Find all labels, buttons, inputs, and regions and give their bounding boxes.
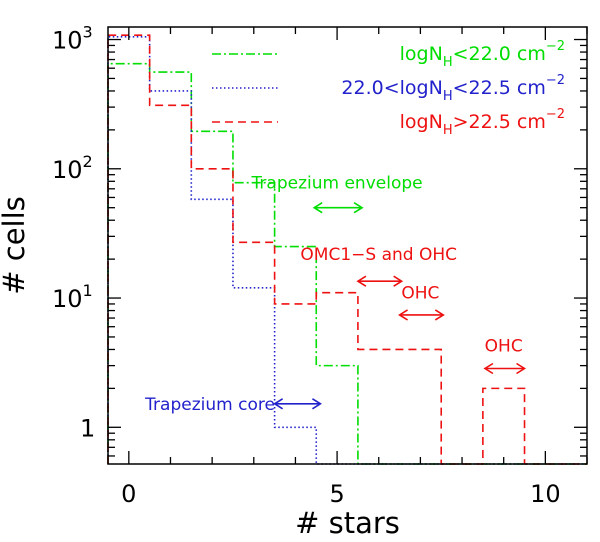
legend: logNH<22.0 cm−222.0<logNH<22.5 cm−2logNH… (212, 39, 565, 138)
arrowhead-left (356, 275, 367, 287)
y-tick-base: 10 (52, 285, 83, 313)
y-tick-label: 102 (52, 152, 93, 184)
annotation-label: Trapezium envelope (251, 174, 423, 194)
axis-ticks (108, 27, 588, 464)
arrowhead-right (393, 275, 404, 287)
y-axis-label: # cells (0, 196, 31, 295)
x-tick-labels: 0 5 10 (121, 480, 560, 508)
arrowhead-left (398, 309, 408, 321)
arrowhead-right (516, 362, 527, 375)
arrowhead-right (434, 309, 445, 321)
x-axis-label: # stars (295, 506, 400, 540)
series-layer (107, 34, 587, 465)
x-tick-label: 5 (329, 480, 344, 508)
annotation-label: OHC (485, 336, 523, 356)
annotations: Trapezium envelope OMC1−S and OHC OHC OHC Tr… (144, 174, 527, 415)
arrowhead-right (312, 398, 322, 410)
y-tick-label: 1 (80, 414, 95, 442)
y-tick-exp: 3 (83, 23, 93, 42)
arrowhead-left (312, 202, 323, 214)
arrowhead-left (273, 398, 284, 410)
annotation-3: OHC (483, 336, 527, 375)
series-line-2 (107, 34, 587, 465)
annotation-2: OHC (398, 284, 445, 321)
y-tick-label: 101 (52, 281, 93, 313)
legend-label-0: logNH<22.0 cm−2 (400, 39, 565, 70)
annotation-1: OMC1−S and OHC (300, 245, 457, 287)
x-tick-label: 10 (530, 480, 561, 508)
annotation-label: Trapezium core (144, 395, 275, 415)
y-tick-exp: 1 (83, 281, 93, 300)
annotation-label: OMC1−S and OHC (300, 245, 457, 265)
annotation-4: Trapezium core (144, 395, 322, 415)
y-tick-label: 103 (52, 23, 93, 55)
x-tick-label: 0 (121, 480, 136, 508)
plot-frame (107, 26, 588, 465)
y-tick-base: 10 (52, 156, 83, 184)
annotation-0: Trapezium envelope (251, 174, 423, 214)
arrowhead-right (353, 202, 364, 214)
annotation-label: OHC (401, 284, 439, 304)
y-tick-exp: 2 (83, 152, 93, 171)
arrowhead-left (483, 362, 494, 375)
legend-label-1: 22.0<logNH<22.5 cm−2 (341, 73, 565, 104)
legend-label-2: logNH>22.5 cm−2 (400, 107, 565, 138)
y-tick-base: 10 (52, 27, 83, 55)
